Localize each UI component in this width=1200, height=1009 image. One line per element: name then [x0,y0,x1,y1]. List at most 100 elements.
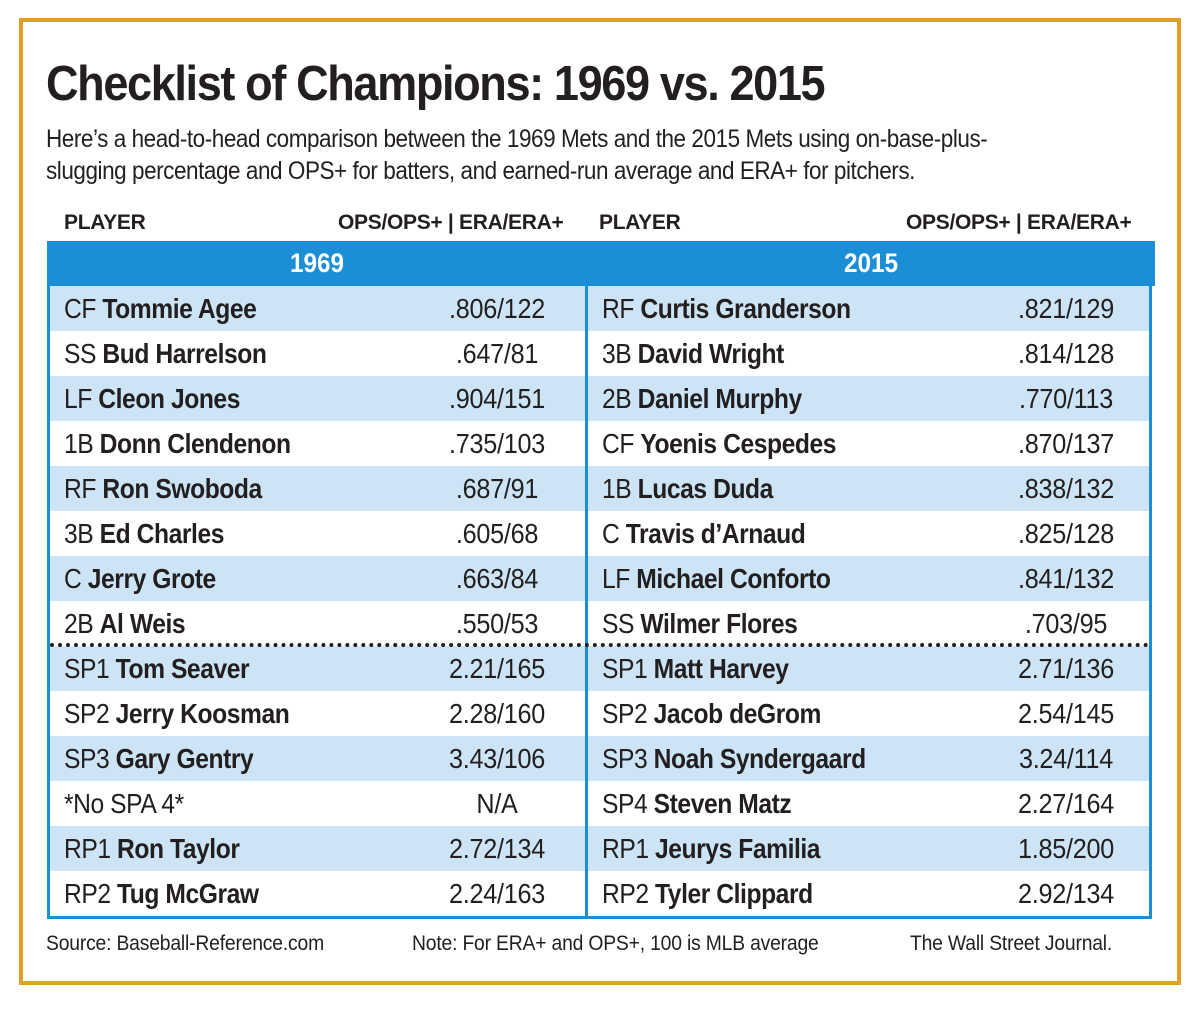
player-cell: C Jerry Grote [64,556,216,601]
player-cell: SP3 Noah Syndergaard [602,736,866,781]
player-position: SP1 [64,653,110,684]
player-name: Donn Clendenon [99,428,291,459]
player-stat: 2.28/160 [449,698,545,729]
player-position: SP2 [64,698,110,729]
player-name: Curtis Granderson [640,293,851,324]
mlb-average-note: Note: For ERA+ and OPS+, 100 is MLB aver… [412,932,819,955]
player-cell: RP2 Tug McGraw [64,871,259,916]
table-row: 2B Al Weis .550/53 [50,601,585,646]
player-name: Ron Swoboda [102,473,262,504]
player-name: Cleon Jones [98,383,240,414]
table-row: 1B Lucas Duda .838/132 [588,466,1149,511]
player-name: Al Weis [99,608,186,639]
player-position: SP4 [602,788,648,819]
player-stat: .838/132 [1018,473,1114,504]
player-stat: 3.24/114 [1018,743,1114,774]
player-position: SP3 [64,743,110,774]
publisher-credit: The Wall Street Journal. [910,932,1113,955]
player-name: Daniel Murphy [637,383,802,414]
player-name: Tyler Clippard [655,878,813,909]
player-position: 1B [64,428,94,459]
player-cell: LF Michael Conforto [602,556,831,601]
player-cell: LF Cleon Jones [64,376,240,421]
player-name: Wilmer Flores [640,608,798,639]
player-stat: 2.24/163 [449,878,545,909]
player-cell: SS Bud Harrelson [64,331,267,376]
player-name: Jacob deGrom [653,698,822,729]
player-name: Tommie Agee [102,293,257,324]
player-stat: .841/132 [1018,563,1114,594]
player-cell: SP3 Gary Gentry [64,736,254,781]
table-row: RP2 Tyler Clippard 2.92/134 [588,871,1149,916]
player-stat: .770/113 [1018,383,1114,414]
player-position: *No SPA 4* [64,788,184,819]
table-row: SP4 Steven Matz 2.27/164 [588,781,1149,826]
player-position: CF [64,293,96,324]
player-position: 3B [602,338,632,369]
player-name: Ron Taylor [117,833,240,864]
table-row: SP1 Matt Harvey 2.71/136 [588,646,1149,691]
player-stat: 3.43/106 [449,743,545,774]
table-row: SP3 Gary Gentry 3.43/106 [50,736,585,781]
player-name: Michael Conforto [636,563,831,594]
player-cell: SP4 Steven Matz [602,781,792,826]
table-row: SS Wilmer Flores .703/95 [588,601,1149,646]
player-cell: 1B Donn Clendenon [64,421,291,466]
player-stat: .821/129 [1018,293,1114,324]
player-position: LF [64,383,92,414]
player-cell: SS Wilmer Flores [602,601,798,646]
page-subtitle: Here’s a head-to-head comparison between… [46,125,988,185]
table-row: LF Michael Conforto .841/132 [588,556,1149,601]
player-name: David Wright [637,338,785,369]
player-position: C [64,563,82,594]
player-cell: RF Curtis Granderson [602,286,851,331]
player-stat: .605/68 [455,518,539,549]
player-position: SS [64,338,96,369]
column-header-player-1969: PLAYER [64,211,146,234]
source-note: Source: Baseball-Reference.com [46,932,324,955]
column-divider [585,241,588,916]
player-stat: N/A [476,788,518,819]
player-position: SP1 [602,653,648,684]
player-stat: .550/53 [455,608,539,639]
player-cell: RP1 Ron Taylor [64,826,240,871]
player-cell: RP2 Tyler Clippard [602,871,813,916]
column-header-stat-2015: OPS/OPS+ | ERA/ERA+ [906,211,1132,234]
year-header-2015: 2015 [588,241,1155,286]
player-position: RP2 [602,878,649,909]
player-stat: .703/95 [1024,608,1108,639]
player-position: 3B [64,518,94,549]
player-position: LF [602,563,630,594]
player-stat: 2.27/164 [1018,788,1114,819]
player-stat: .735/103 [449,428,545,459]
player-position: RF [602,293,634,324]
player-name: Tom Seaver [115,653,250,684]
table-row: C Jerry Grote .663/84 [50,556,585,601]
table-row: C Travis d’Arnaud .825/128 [588,511,1149,556]
player-position: SS [602,608,634,639]
player-stat: .870/137 [1018,428,1114,459]
player-name: Noah Syndergaard [653,743,866,774]
column-header-player-2015: PLAYER [599,211,681,234]
table-row: 1B Donn Clendenon .735/103 [50,421,585,466]
player-stat: .687/91 [455,473,539,504]
player-position: RP1 [64,833,111,864]
table-row: RP1 Ron Taylor 2.72/134 [50,826,585,871]
player-cell: SP1 Tom Seaver [64,646,250,691]
player-name: Ed Charles [99,518,225,549]
player-position: SP3 [602,743,648,774]
player-cell: SP2 Jerry Koosman [64,691,290,736]
player-name: Travis d’Arnaud [625,518,806,549]
player-position: RF [64,473,96,504]
player-stat: 2.71/136 [1018,653,1114,684]
player-name: Lucas Duda [637,473,774,504]
player-stat: .806/122 [449,293,545,324]
table-row: RF Ron Swoboda .687/91 [50,466,585,511]
player-cell: 2B Al Weis [64,601,186,646]
player-stat: 2.21/165 [449,653,545,684]
table-row: 3B Ed Charles .605/68 [50,511,585,556]
player-name: Matt Harvey [653,653,789,684]
player-cell: *No SPA 4* [64,781,184,826]
table-row: 2B Daniel Murphy .770/113 [588,376,1149,421]
table-row: SP2 Jacob deGrom 2.54/145 [588,691,1149,736]
